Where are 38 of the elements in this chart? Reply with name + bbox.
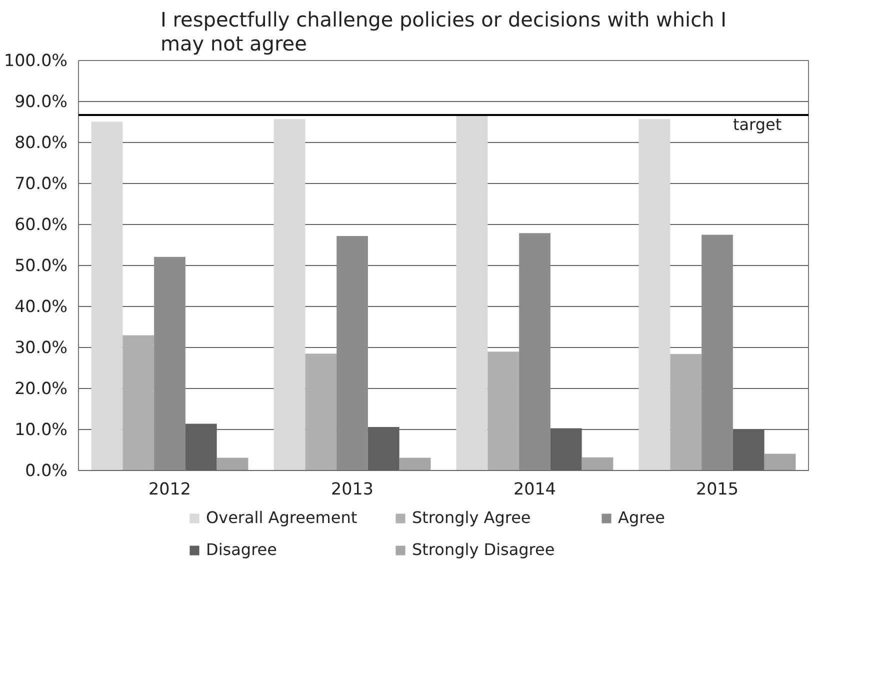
x-tick-label: 2015 (696, 480, 738, 498)
y-tick-label: 50.0% (14, 256, 68, 275)
y-tick-label: 30.0% (14, 338, 68, 357)
bar (582, 457, 614, 470)
ref-line-label: target (732, 115, 782, 134)
x-tick-label: 2013 (331, 480, 374, 498)
chart-title: I respectfully challenge policies or decisions with which I may not agree (160, 8, 727, 56)
bar (91, 122, 123, 470)
legend-label: Overall Agreement (206, 508, 358, 527)
bar (519, 233, 550, 470)
y-tick-label: 20.0% (14, 379, 68, 398)
bar (764, 454, 796, 470)
legend-label: Disagree (206, 540, 278, 559)
bar (399, 458, 431, 470)
y-tick-label: 90.0% (14, 92, 68, 111)
y-tick-label: 70.0% (14, 174, 68, 193)
x-tick-label: 2012 (148, 480, 191, 498)
y-tick-label: 10.0% (14, 420, 68, 439)
bar (336, 236, 368, 470)
bar (456, 116, 488, 470)
bar (154, 256, 186, 470)
bar (702, 234, 733, 470)
bar (638, 119, 670, 470)
legend-label: Strongly Agree (412, 508, 532, 527)
y-tick-label: 40.0% (14, 297, 68, 316)
bar (488, 352, 520, 470)
legend-label: Agree (618, 508, 666, 527)
bar (274, 119, 306, 470)
y-tick-label: 0.0% (25, 461, 68, 480)
y-tick-label: 100.0% (4, 51, 68, 70)
y-tick-label: 80.0% (14, 133, 68, 152)
bar (122, 335, 154, 470)
x-tick-label: 2014 (514, 480, 556, 498)
bar (670, 354, 702, 470)
y-tick-label: 60.0% (14, 215, 68, 234)
bar (305, 354, 337, 470)
bar (216, 458, 248, 470)
legend-label: Strongly Disagree (412, 540, 556, 559)
